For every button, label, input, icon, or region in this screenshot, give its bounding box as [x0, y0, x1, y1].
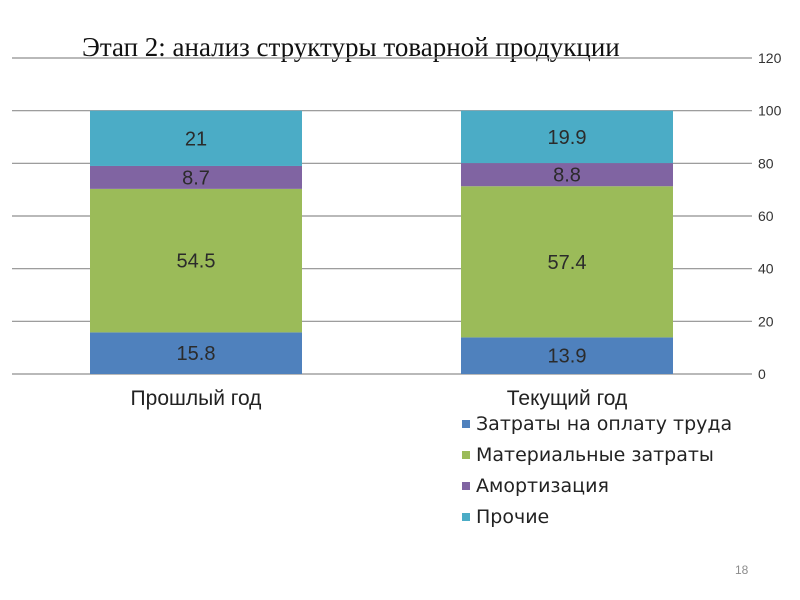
legend-swatch — [462, 481, 470, 490]
value-labels: 15.8 54.5 8.7 21 13.9 57.4 8.8 19.9 — [177, 127, 587, 368]
bar-segment — [90, 165, 302, 189]
y-axis-tick-labels: 0 20 40 60 80 100 120 — [758, 50, 782, 382]
category-label: Текущий год — [507, 387, 628, 410]
y-tick-label: 80 — [758, 155, 774, 171]
x-axis-category-labels: Прошлый год Текущий год — [131, 387, 628, 410]
legend-label: Амортизация — [476, 474, 609, 497]
legend-label: Прочие — [476, 505, 550, 528]
legend-swatch — [462, 450, 470, 459]
y-tick-label: 40 — [758, 261, 774, 277]
data-label: 21 — [185, 128, 207, 150]
bar-segment — [461, 163, 673, 187]
legend: Затраты на оплату труда Материальные затр… — [462, 408, 732, 532]
y-tick-label: 20 — [758, 313, 774, 329]
legend-item: Прочие — [462, 501, 732, 532]
category-label: Прошлый год — [131, 387, 262, 410]
legend-swatch — [462, 512, 470, 521]
page-number: 18 — [735, 563, 749, 577]
bar-segment — [461, 337, 673, 374]
data-label: 54.5 — [177, 251, 216, 273]
legend-swatch — [462, 419, 470, 428]
data-label: 57.4 — [548, 252, 587, 274]
data-label: 15.8 — [177, 343, 216, 365]
y-tick-label: 100 — [758, 103, 782, 119]
legend-item: Материальные затраты — [462, 439, 732, 470]
y-tick-label: 0 — [758, 366, 766, 382]
bar-segment — [461, 110, 673, 164]
slide-title: Этап 2: анализ структуры товарной продук… — [82, 32, 620, 62]
data-label: 8.7 — [182, 167, 210, 189]
data-label: 19.9 — [548, 127, 587, 149]
legend-label: Затраты на оплату труда — [476, 412, 733, 435]
legend-item: Затраты на оплату труда — [462, 408, 732, 439]
data-label: 13.9 — [548, 346, 587, 368]
bar-segment — [90, 188, 302, 333]
bar-segment — [461, 186, 673, 338]
bar-segment — [90, 110, 302, 166]
bars — [90, 110, 673, 374]
data-label: 8.8 — [553, 165, 581, 187]
bar-segment — [90, 332, 302, 374]
legend-item: Амортизация — [462, 470, 732, 501]
legend-label: Материальные затраты — [476, 443, 714, 466]
y-tick-label: 120 — [758, 50, 782, 66]
y-tick-label: 60 — [758, 208, 774, 224]
